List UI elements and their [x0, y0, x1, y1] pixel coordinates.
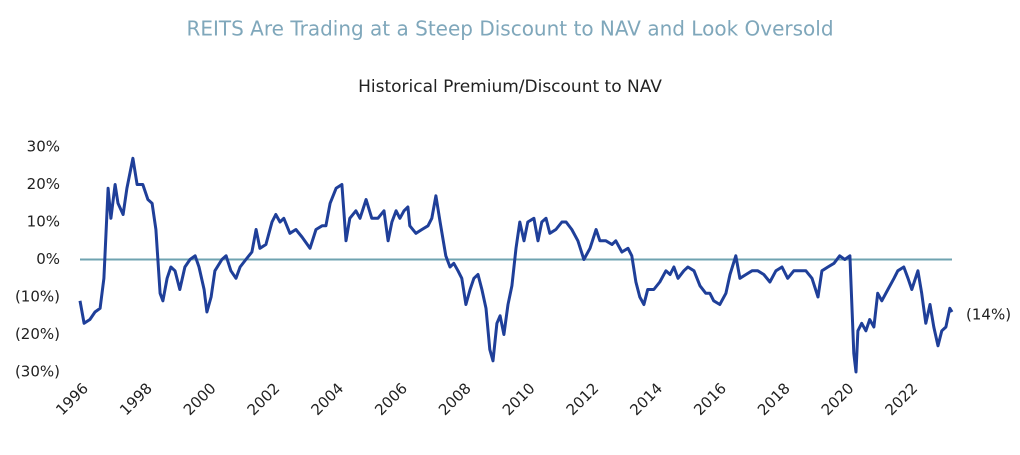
x-tick-label: 2018	[754, 379, 794, 419]
y-tick-label: (20%)	[15, 325, 60, 343]
chart-subtitle: Historical Premium/Discount to NAV	[358, 77, 662, 97]
x-tick-label: 2004	[307, 379, 347, 419]
chart-title: REITS Are Trading at a Steep Discount to…	[186, 17, 833, 41]
x-tick-label: 2010	[499, 379, 539, 419]
y-tick-label: 10%	[27, 213, 60, 231]
y-tick-label: 0%	[36, 250, 60, 268]
x-tick-label: 1996	[52, 379, 92, 419]
y-tick-label: 30%	[27, 138, 60, 156]
x-tick-label: 1998	[116, 379, 156, 419]
x-tick-label: 2016	[690, 379, 730, 419]
data-line	[78, 156, 954, 374]
y-tick-label: (30%)	[15, 363, 60, 381]
x-tick-label: 2002	[244, 379, 284, 419]
y-tick-label: 20%	[27, 175, 60, 193]
x-tick-label: 2014	[626, 379, 666, 419]
x-tick-label: 2020	[818, 379, 858, 419]
x-tick-label: 2000	[180, 379, 220, 419]
x-tick-label: 2008	[435, 379, 475, 419]
x-tick-label: 2006	[371, 379, 411, 419]
x-tick-label: 2012	[563, 379, 603, 419]
end-label: (14%)	[966, 306, 1011, 324]
y-tick-label: (10%)	[15, 288, 60, 306]
x-tick-label: 2022	[882, 379, 922, 419]
